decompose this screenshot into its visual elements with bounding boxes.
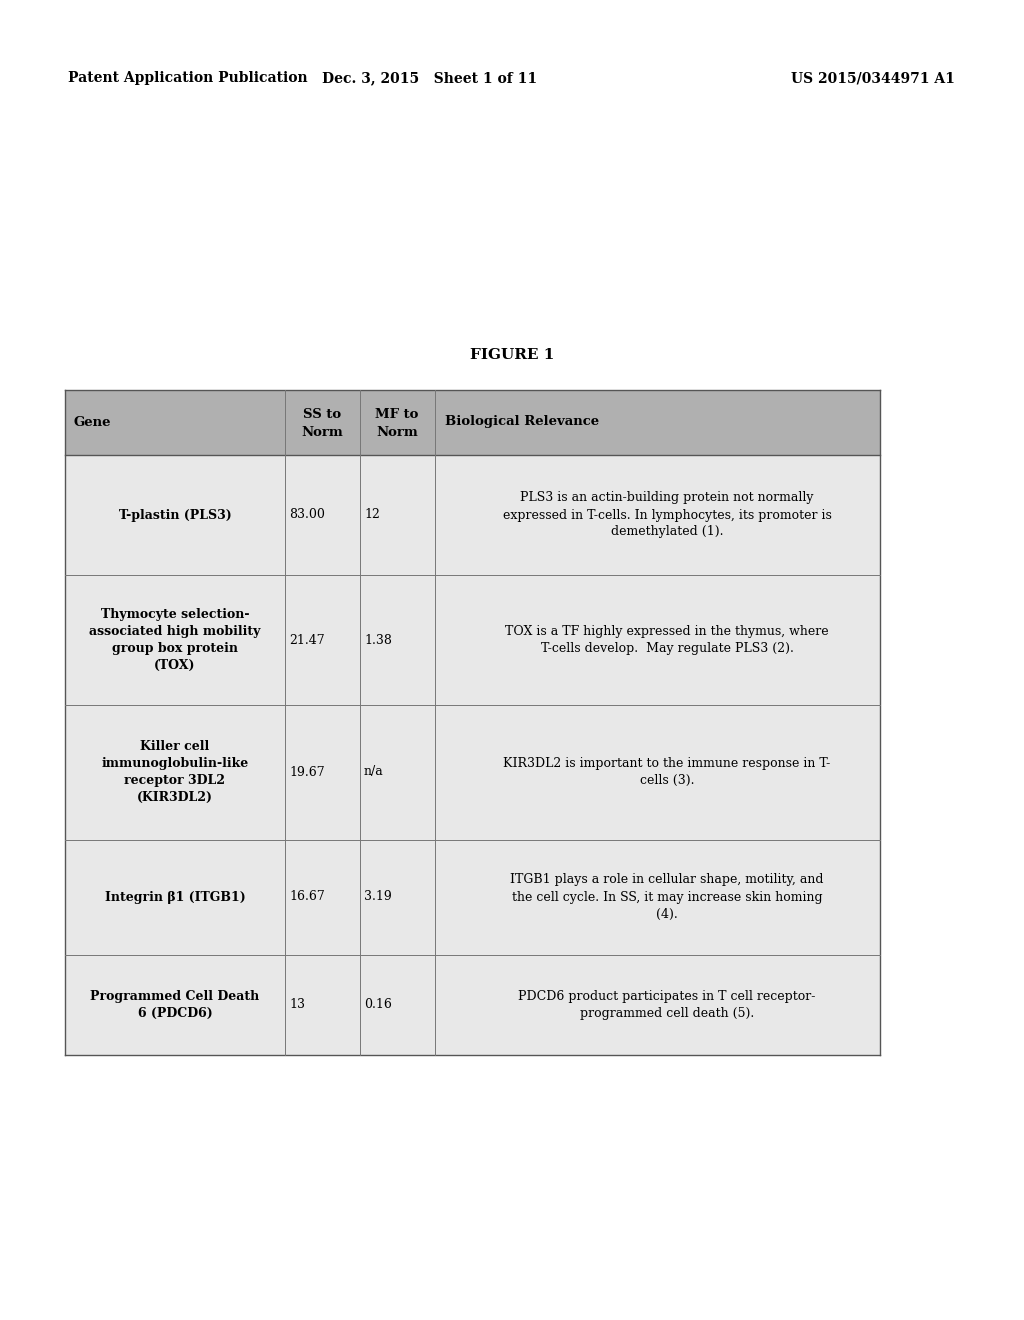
Text: 16.67: 16.67 (289, 891, 325, 903)
Text: 83.00: 83.00 (289, 508, 325, 521)
Text: US 2015/0344971 A1: US 2015/0344971 A1 (792, 71, 955, 84)
Text: 3.19: 3.19 (364, 891, 392, 903)
Text: Integrin β1 (ITGB1): Integrin β1 (ITGB1) (104, 891, 246, 903)
Text: PLS3 is an actin-building protein not normally
expressed in T-cells. In lymphocy: PLS3 is an actin-building protein not no… (503, 491, 831, 539)
Text: ITGB1 plays a role in cellular shape, motility, and
the cell cycle. In SS, it ma: ITGB1 plays a role in cellular shape, mo… (510, 874, 823, 920)
Text: Gene: Gene (73, 416, 111, 429)
Text: Patent Application Publication: Patent Application Publication (68, 71, 307, 84)
Text: Norm: Norm (301, 425, 343, 438)
Text: MF to: MF to (376, 408, 419, 421)
Text: 0.16: 0.16 (364, 998, 392, 1011)
Text: Programmed Cell Death
6 (PDCD6): Programmed Cell Death 6 (PDCD6) (90, 990, 260, 1020)
Text: KIR3DL2 is important to the immune response in T-
cells (3).: KIR3DL2 is important to the immune respo… (504, 756, 830, 787)
Text: 19.67: 19.67 (289, 766, 325, 779)
Text: FIGURE 1: FIGURE 1 (470, 348, 554, 362)
Text: Dec. 3, 2015   Sheet 1 of 11: Dec. 3, 2015 Sheet 1 of 11 (323, 71, 538, 84)
Text: n/a: n/a (364, 766, 384, 779)
Text: 12: 12 (364, 508, 380, 521)
Text: 1.38: 1.38 (364, 634, 392, 647)
Text: 21.47: 21.47 (289, 634, 325, 647)
Text: Norm: Norm (376, 425, 418, 438)
Text: SS to: SS to (303, 408, 341, 421)
Text: T-plastin (PLS3): T-plastin (PLS3) (119, 508, 231, 521)
Text: Killer cell
immunoglobulin-like
receptor 3DL2
(KIR3DL2): Killer cell immunoglobulin-like receptor… (101, 741, 249, 804)
Text: 13: 13 (289, 998, 305, 1011)
Text: PDCD6 product participates in T cell receptor-
programmed cell death (5).: PDCD6 product participates in T cell rec… (518, 990, 816, 1020)
Text: Thymocyte selection-
associated high mobility
group box protein
(TOX): Thymocyte selection- associated high mob… (89, 609, 261, 672)
Text: Biological Relevance: Biological Relevance (445, 416, 599, 429)
Text: TOX is a TF highly expressed in the thymus, where
T-cells develop.  May regulate: TOX is a TF highly expressed in the thym… (505, 624, 828, 655)
